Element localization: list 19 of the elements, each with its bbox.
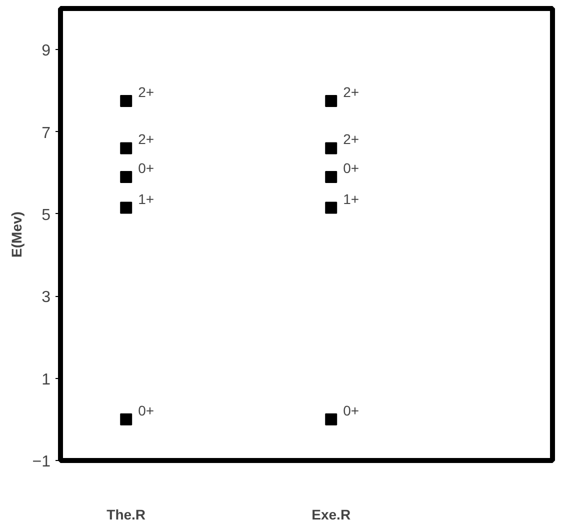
y-tick-label: 7 xyxy=(42,124,51,142)
annotation: 2+ xyxy=(343,131,360,148)
y-tick-label: 1 xyxy=(42,371,51,388)
annotation: 1+ xyxy=(343,190,360,207)
annotation: 0+ xyxy=(343,160,360,176)
y-axis-title: E(Mev) xyxy=(8,212,24,258)
annotation: 0+ xyxy=(343,402,360,418)
annotation: 2+ xyxy=(138,84,154,100)
y-tick-label: 3 xyxy=(42,289,51,306)
annotation: 2+ xyxy=(343,84,360,100)
y-tick-label: 5 xyxy=(42,206,51,224)
x-tick-label: Exe.R xyxy=(312,506,351,522)
annotation: 0+ xyxy=(138,160,154,176)
annotation: 0+ xyxy=(138,402,154,418)
y-tick-label: −1 xyxy=(32,454,51,470)
y-tick-label: 9 xyxy=(42,42,51,60)
x-tick-label: The.R xyxy=(106,506,146,522)
annotation: 2+ xyxy=(138,131,154,148)
annotation: 1+ xyxy=(138,190,154,207)
